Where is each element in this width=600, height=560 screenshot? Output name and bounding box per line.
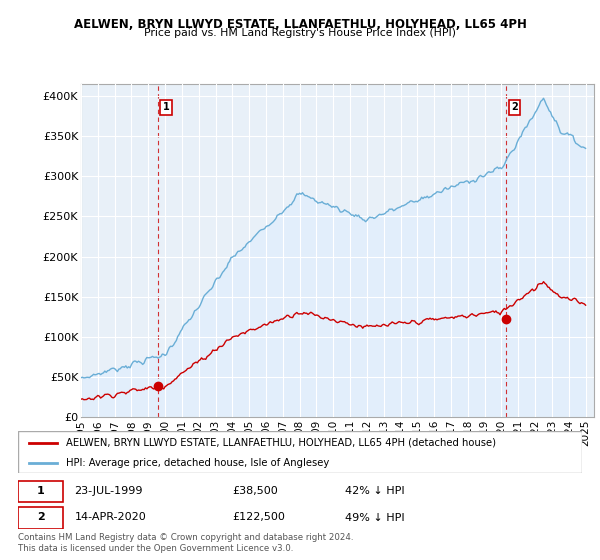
Text: AELWEN, BRYN LLWYD ESTATE, LLANFAETHLU, HOLYHEAD, LL65 4PH: AELWEN, BRYN LLWYD ESTATE, LLANFAETHLU, … [74, 18, 526, 31]
Text: HPI: Average price, detached house, Isle of Anglesey: HPI: Average price, detached house, Isle… [66, 458, 329, 468]
FancyBboxPatch shape [18, 481, 63, 502]
Text: AELWEN, BRYN LLWYD ESTATE, LLANFAETHLU, HOLYHEAD, LL65 4PH (detached house): AELWEN, BRYN LLWYD ESTATE, LLANFAETHLU, … [66, 438, 496, 448]
Text: Price paid vs. HM Land Registry's House Price Index (HPI): Price paid vs. HM Land Registry's House … [144, 28, 456, 38]
FancyBboxPatch shape [18, 431, 582, 473]
Text: 42% ↓ HPI: 42% ↓ HPI [345, 486, 405, 496]
Text: 23-JUL-1999: 23-JUL-1999 [74, 486, 143, 496]
Text: 2: 2 [37, 512, 44, 522]
Text: 1: 1 [163, 102, 169, 113]
Text: £122,500: £122,500 [232, 512, 285, 522]
Text: 14-APR-2020: 14-APR-2020 [74, 512, 146, 522]
Text: 49% ↓ HPI: 49% ↓ HPI [345, 512, 405, 522]
Text: Contains HM Land Registry data © Crown copyright and database right 2024.
This d: Contains HM Land Registry data © Crown c… [18, 533, 353, 553]
Text: £38,500: £38,500 [232, 486, 278, 496]
Text: 1: 1 [37, 486, 44, 496]
Text: 2: 2 [511, 102, 518, 113]
FancyBboxPatch shape [18, 507, 63, 529]
